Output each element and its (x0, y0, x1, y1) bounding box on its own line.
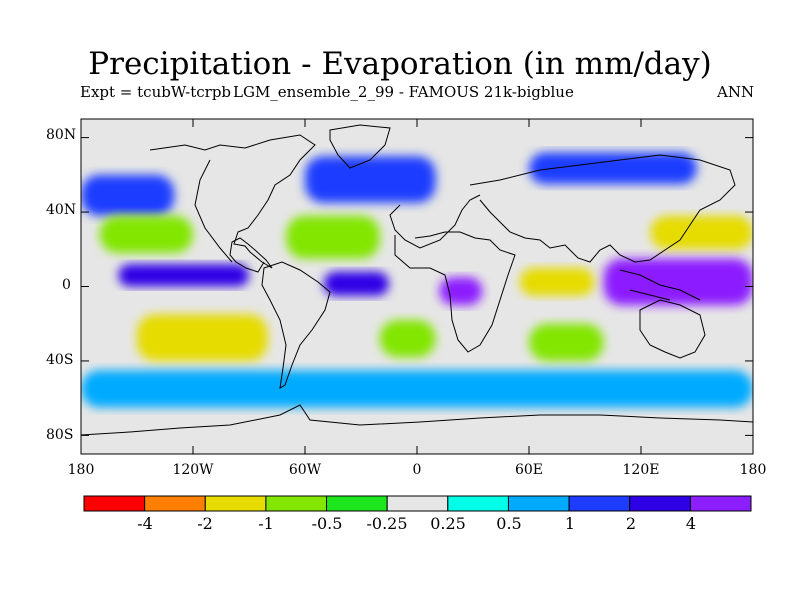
field-south-indian-subtropical-dry (529, 323, 604, 361)
colorbar (83, 495, 752, 512)
colorbar-label-minus4: -4 (137, 514, 153, 533)
north-america-coast (149, 134, 316, 273)
maritime-continent-coast (619, 269, 701, 301)
field-west-pacific-warm-pool-wet (603, 258, 753, 306)
lon-label-180w: 180 (67, 462, 95, 478)
experiment-label: Expt = tcubW-tcrpb (80, 83, 232, 101)
lon-label-0: 0 (412, 462, 422, 478)
field-nw-pacific-dry (650, 215, 753, 250)
colorbar-swatch (386, 495, 449, 512)
field-atlantic-itcz-wet (323, 271, 389, 296)
colorbar-label-2: 2 (625, 514, 637, 533)
map-field (81, 119, 753, 454)
lat-label-80n: 80N (46, 127, 77, 143)
colorbar-swatch (144, 495, 206, 512)
colorbar-swatch (629, 495, 691, 512)
season-label: ANN (717, 83, 755, 101)
lon-label-120w: 120W (172, 462, 214, 478)
field-blobs (81, 152, 753, 408)
lon-label-60e: 60E (514, 462, 544, 478)
colorbar-label-0-5: 0.5 (496, 514, 522, 533)
colorbar-swatch (204, 495, 267, 512)
field-south-pacific-subtropical-dry (137, 314, 268, 361)
colorbar-swatch (326, 495, 388, 512)
lon-label-180e: 180 (739, 462, 767, 478)
antarctica-coast (81, 404, 753, 436)
field-north-atlantic-subtropical-dry (286, 215, 380, 259)
lon-label-60w: 60W (288, 462, 322, 478)
field-south-atlantic-subtropical-dry (379, 320, 436, 358)
colorbar-label-0-25: 0.25 (430, 514, 466, 533)
field-east-pacific-itcz-wet (118, 264, 249, 287)
field-north-atlantic-storm-track (305, 156, 436, 203)
colorbar-swatch (507, 495, 570, 512)
chart-title: Precipitation - Evaporation (in mm/day) (88, 46, 712, 82)
coastlines (81, 124, 753, 436)
lat-label-0: 0 (62, 277, 71, 293)
australia-coast (639, 299, 706, 359)
colorbar-label-minus1: -1 (258, 514, 274, 533)
lat-label-40n: 40N (46, 202, 77, 218)
colorbar-label-minus0-25: -0.25 (366, 514, 408, 533)
field-north-pacific-storm-track (81, 174, 175, 216)
colorbar-swatch (83, 495, 146, 512)
field-southern-ocean-wet-band (81, 370, 753, 408)
field-siberia-wet-band (529, 152, 697, 185)
south-america-coast (261, 261, 331, 389)
lat-label-80s: 80S (46, 427, 74, 443)
field-indian-ocean-dry (519, 267, 595, 296)
lon-label-120e: 120E (622, 462, 660, 478)
colorbar-label-minus2: -2 (197, 514, 213, 533)
lat-label-40s: 40S (46, 352, 74, 368)
asia-coast (469, 154, 736, 263)
field-north-pacific-subtropical-dry (99, 215, 193, 253)
colorbar-label-minus0-5: -0.5 (311, 514, 343, 533)
colorbar-label-1: 1 (564, 514, 576, 533)
colorbar-swatch (568, 495, 631, 512)
europe-africa-coast (389, 194, 516, 353)
colorbar-swatch (447, 495, 509, 512)
run-label: LGM_ensemble_2_99 - FAMOUS 21k-bigblue (233, 83, 574, 101)
colorbar-label-4: 4 (685, 514, 697, 533)
colorbar-swatch (689, 495, 752, 512)
colorbar-swatch (265, 495, 328, 512)
field-africa-wet (439, 277, 483, 306)
map-ticks (80, 119, 754, 454)
greenland-coast (329, 124, 391, 169)
